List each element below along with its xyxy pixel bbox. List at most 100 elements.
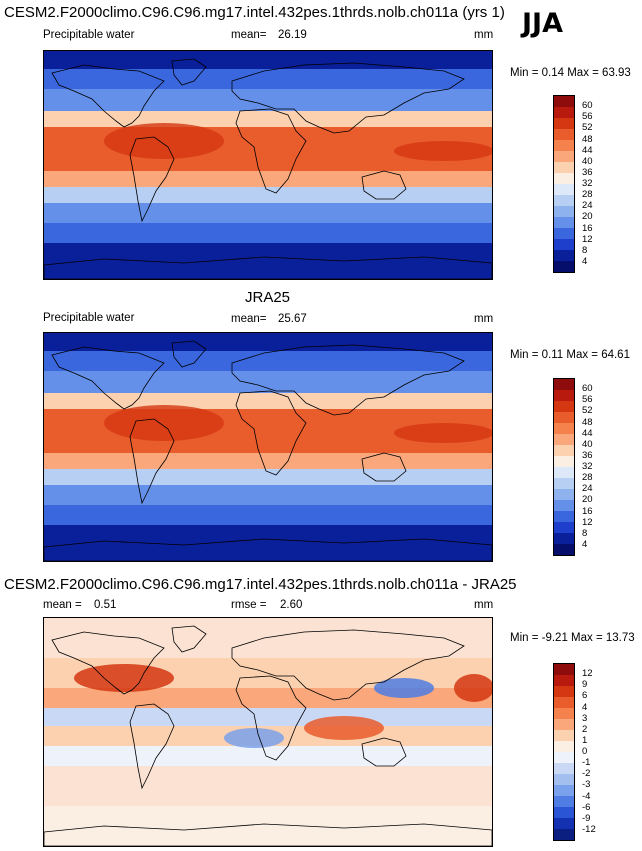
colorbar-tick-label: -12 xyxy=(582,823,596,835)
colorbar-swatch xyxy=(554,140,574,151)
colorbar-tick-label: 32 xyxy=(582,178,593,189)
coastline xyxy=(361,737,407,767)
coastline xyxy=(235,108,307,194)
panel3-mean-value: 0.51 xyxy=(94,599,117,611)
colorbar-tick-label: 4 xyxy=(582,701,588,713)
colorbar-swatch xyxy=(554,533,574,544)
field-blob xyxy=(104,123,224,159)
panel1-mean-value: 26.19 xyxy=(278,29,307,41)
colorbar-swatch xyxy=(554,741,574,752)
colorbar-tick-label: 12 xyxy=(582,233,593,245)
panel2-title: JRA25 xyxy=(245,289,291,306)
panel3-units: mm xyxy=(474,599,494,611)
panel1-units: mm xyxy=(474,29,494,41)
colorbar-swatch xyxy=(554,412,574,423)
field-blob xyxy=(304,716,384,740)
field-band xyxy=(44,525,492,561)
coastline xyxy=(44,256,492,279)
colorbar-swatch xyxy=(554,730,574,741)
colorbar-swatch xyxy=(554,544,574,555)
panel2-colorbar xyxy=(553,378,575,556)
field-band xyxy=(44,51,492,69)
panel2-mean-label: mean= xyxy=(231,313,267,325)
colorbar-tick-label: 20 xyxy=(582,494,593,506)
colorbar-tick-label: 44 xyxy=(582,144,593,156)
colorbar-swatch xyxy=(554,228,574,239)
colorbar-swatch xyxy=(554,107,574,118)
field-blob xyxy=(104,405,224,441)
field-band xyxy=(44,393,492,409)
panel3-rmse-value: 2.60 xyxy=(280,599,303,611)
panel3-title: CESM2.F2000climo.C96.C96.mg17.intel.432p… xyxy=(4,576,517,593)
colorbar-tick-label: 48 xyxy=(582,416,593,428)
field-blob xyxy=(394,141,492,161)
field-band xyxy=(44,171,492,187)
field-band xyxy=(44,111,492,127)
field-band xyxy=(44,708,492,726)
colorbar-swatch xyxy=(554,195,574,206)
colorbar-swatch xyxy=(554,456,574,467)
colorbar-tick-label: 40 xyxy=(582,155,593,167)
colorbar-swatch xyxy=(554,434,574,445)
coastline xyxy=(44,823,492,846)
colorbar-tick-label: 56 xyxy=(582,394,593,406)
colorbar-swatch xyxy=(554,445,574,456)
coastline xyxy=(171,340,207,368)
colorbar-swatch xyxy=(554,173,574,184)
coastline xyxy=(51,64,165,128)
colorbar-tick-label: 3 xyxy=(582,712,588,724)
colorbar-swatch xyxy=(554,763,574,774)
colorbar-tick-label: 4 xyxy=(582,255,588,267)
field-blob xyxy=(224,728,284,748)
colorbar-swatch xyxy=(554,500,574,511)
colorbar-swatch xyxy=(554,719,574,730)
panel1-map xyxy=(43,50,493,280)
field-band xyxy=(44,453,492,469)
field-band xyxy=(44,203,492,223)
field-band xyxy=(44,223,492,243)
colorbar-swatch xyxy=(554,467,574,478)
colorbar-tick-label: 60 xyxy=(582,383,593,395)
field-band xyxy=(44,766,492,806)
field-blob xyxy=(394,423,492,443)
panel1-title: CESM2.F2000climo.C96.C96.mg17.intel.432p… xyxy=(4,4,505,21)
colorbar-swatch xyxy=(554,664,574,675)
colorbar-tick-label: 56 xyxy=(582,111,593,123)
season-label: JJA xyxy=(522,8,563,39)
colorbar-tick-label: 4 xyxy=(582,538,588,550)
colorbar-swatch xyxy=(554,675,574,686)
coastline xyxy=(231,344,465,416)
coastline xyxy=(235,675,307,761)
colorbar-swatch xyxy=(554,478,574,489)
coastline xyxy=(361,452,407,482)
colorbar-tick-label: 16 xyxy=(582,505,593,517)
coastline xyxy=(171,58,207,86)
colorbar-tick-label: -3 xyxy=(582,779,591,791)
colorbar-tick-label: 36 xyxy=(582,449,593,461)
colorbar-swatch xyxy=(554,708,574,719)
panel2-units: mm xyxy=(474,313,494,325)
colorbar-tick-label: 9 xyxy=(582,679,588,691)
colorbar-swatch xyxy=(554,511,574,522)
panel1-variable: Precipitable water xyxy=(43,29,135,41)
colorbar-tick-label: 52 xyxy=(582,405,593,417)
colorbar-tick-label: -2 xyxy=(582,768,591,780)
colorbar-tick-label: 20 xyxy=(582,211,593,223)
field-band xyxy=(44,485,492,505)
panel3-rmse-label: rmse = xyxy=(231,599,267,611)
colorbar-swatch xyxy=(554,818,574,829)
panel2-variable: Precipitable water xyxy=(43,312,135,324)
colorbar-swatch xyxy=(554,96,574,107)
colorbar-swatch xyxy=(554,250,574,261)
coastline xyxy=(231,62,465,134)
field-band xyxy=(44,505,492,525)
coastline xyxy=(235,390,307,476)
colorbar-swatch xyxy=(554,379,574,390)
coastline xyxy=(44,538,492,561)
colorbar-tick-label: 32 xyxy=(582,461,593,472)
panel3-colorbar xyxy=(553,663,575,841)
panel1-mean-label: mean= xyxy=(231,29,267,41)
colorbar-swatch xyxy=(554,390,574,401)
field-band xyxy=(44,333,492,351)
colorbar-tick-label: 16 xyxy=(582,222,593,234)
